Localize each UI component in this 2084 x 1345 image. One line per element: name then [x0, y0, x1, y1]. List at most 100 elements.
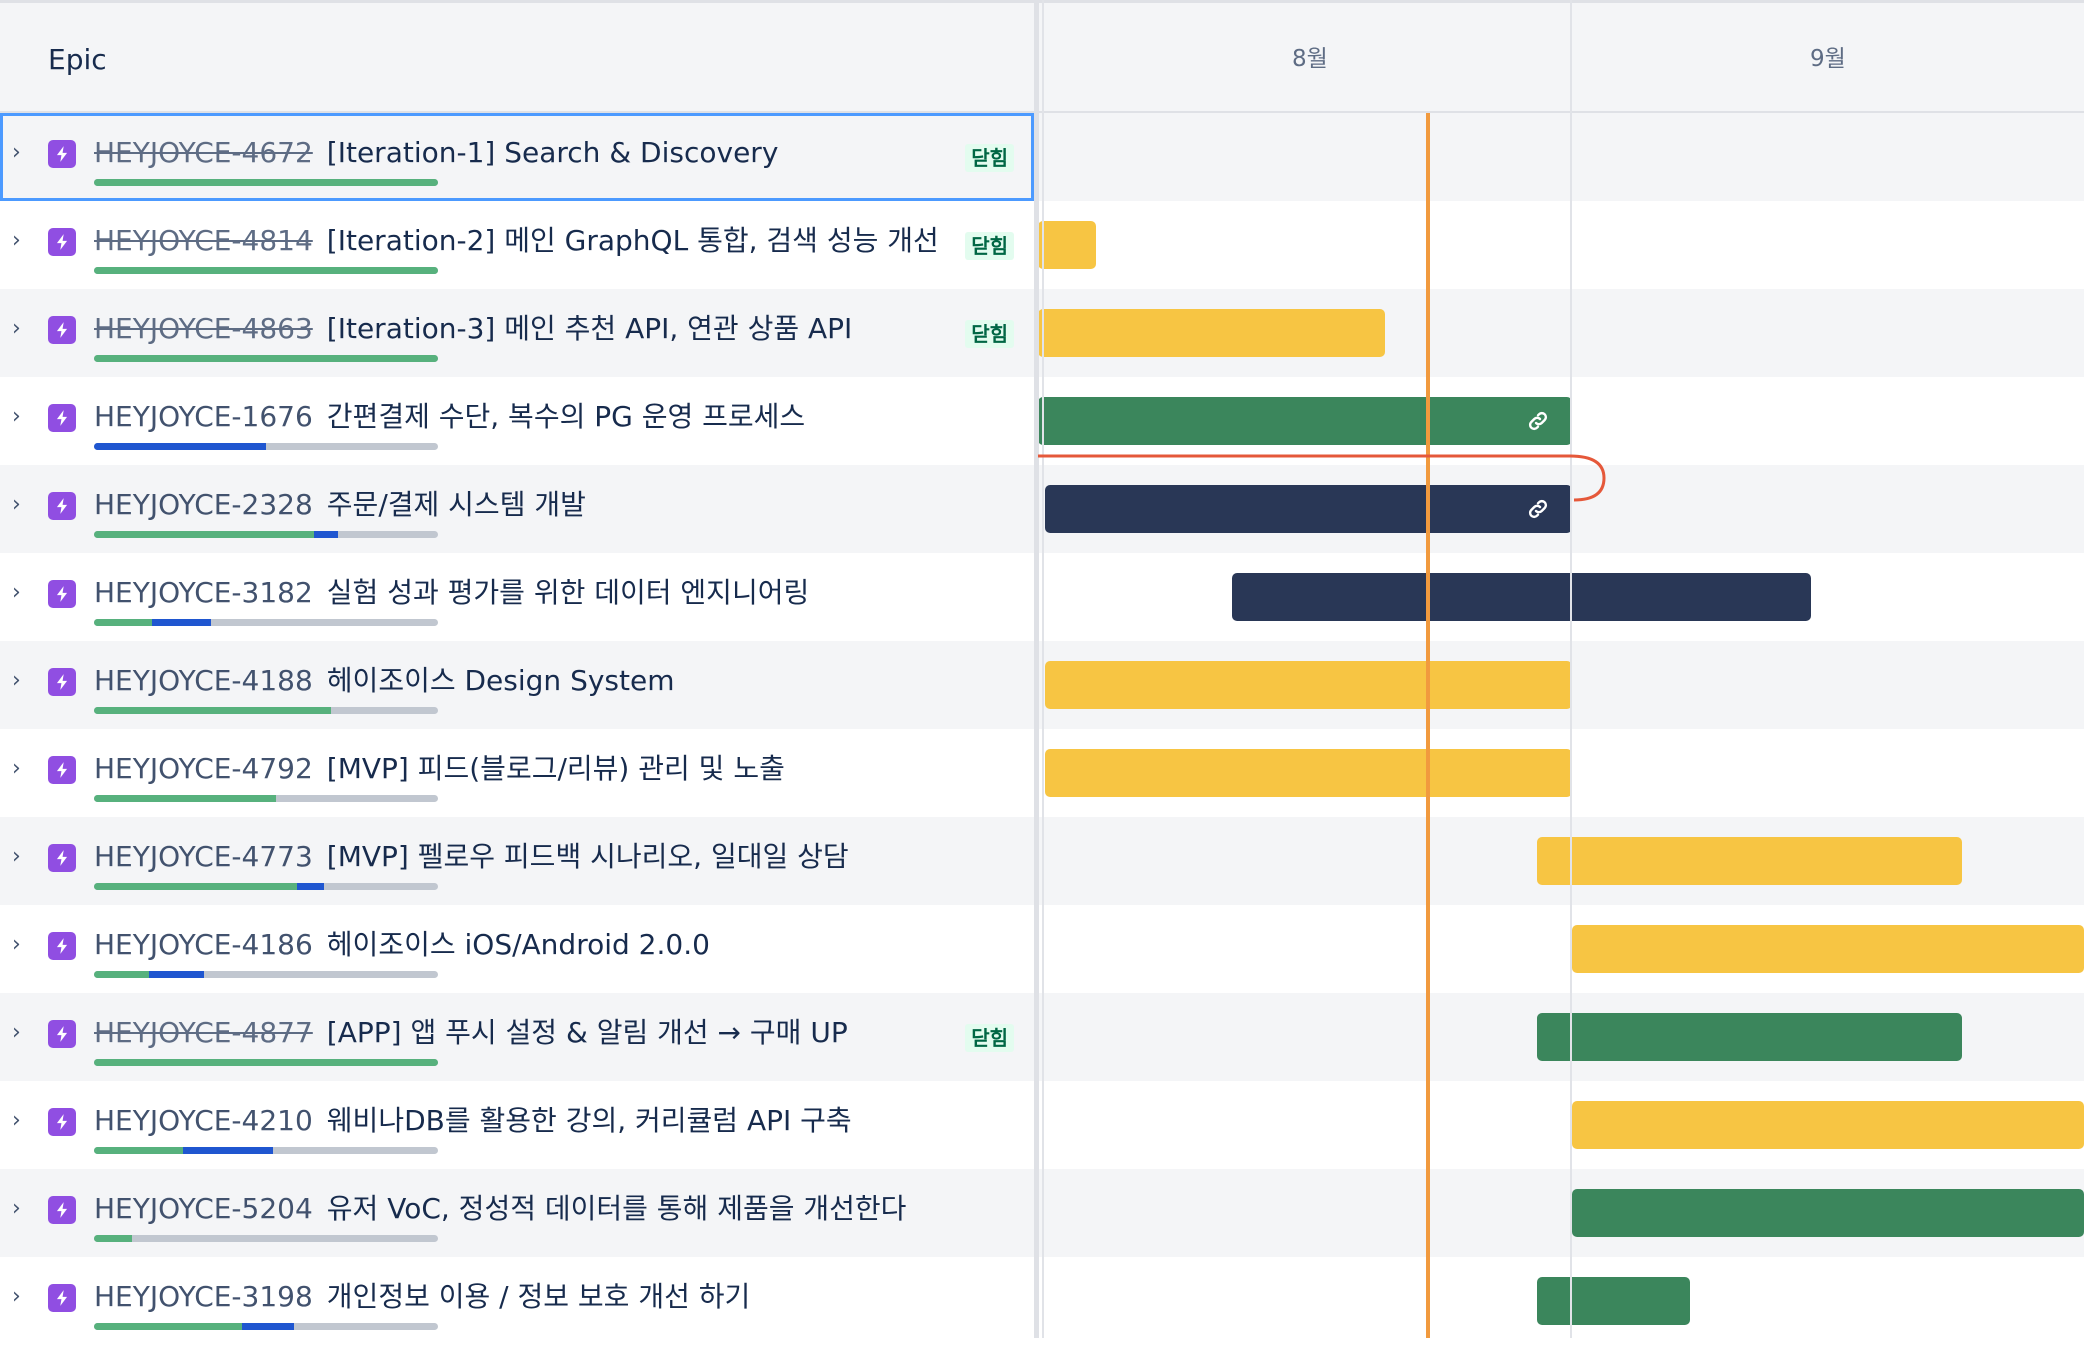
expand-chevron-icon[interactable]: › — [12, 932, 21, 957]
timeline-bar[interactable] — [1537, 1013, 1962, 1061]
expand-chevron-icon[interactable]: › — [12, 1284, 21, 1309]
issue-summary: 개인정보 이용 / 정보 보호 개선 하기 — [326, 1280, 751, 1313]
epic-lightning-icon — [48, 1284, 76, 1312]
timeline-bar[interactable] — [1232, 573, 1811, 621]
issue-key[interactable]: HEYJOYCE-4210 웨비나DB를 활용한 강의, 커리큘럼 API 구축 — [94, 1101, 852, 1141]
progress-done — [94, 1059, 438, 1066]
issue-key-text[interactable]: HEYJOYCE-4188 — [94, 664, 313, 697]
timeline-bar[interactable] — [1572, 925, 2084, 973]
issue-summary: 주문/결제 시스템 개발 — [326, 488, 586, 521]
expand-chevron-icon[interactable]: › — [12, 756, 21, 781]
progress-bar — [94, 795, 438, 802]
progress-in-progress — [94, 443, 266, 450]
epic-row-details[interactable]: › HEYJOYCE-1676 간편결제 수단, 복수의 PG 운영 프로세스 — [0, 377, 1034, 465]
issue-key-text[interactable]: HEYJOYCE-4792 — [94, 752, 313, 785]
progress-done — [94, 619, 153, 626]
issue-key[interactable]: HEYJOYCE-4188 헤이조이스 Design System — [94, 661, 674, 701]
expand-chevron-icon[interactable]: › — [12, 404, 21, 429]
issue-key[interactable]: HEYJOYCE-3182 실험 성과 평가를 위한 데이터 엔지니어링 — [94, 573, 809, 613]
timeline-bar[interactable] — [1038, 221, 1096, 269]
dependency-link-icon[interactable] — [1526, 497, 1550, 521]
issue-summary: 헤이조이스 iOS/Android 2.0.0 — [326, 928, 710, 961]
issue-key[interactable]: HEYJOYCE-4863 [Iteration-3] 메인 추천 API, 연관… — [94, 309, 852, 349]
timeline-bar[interactable] — [1038, 309, 1385, 357]
expand-chevron-icon[interactable]: › — [12, 316, 21, 341]
issue-summary: 유저 VoC, 정성적 데이터를 통해 제품을 개선한다 — [326, 1192, 907, 1225]
timeline-bar[interactable] — [1537, 837, 1962, 885]
epic-lightning-icon — [48, 844, 76, 872]
epic-row-details[interactable]: › HEYJOYCE-3182 실험 성과 평가를 위한 데이터 엔지니어링 — [0, 553, 1034, 641]
progress-bar — [94, 267, 438, 274]
timeline-bar[interactable] — [1038, 397, 1572, 445]
issue-key[interactable]: HEYJOYCE-3198 개인정보 이용 / 정보 보호 개선 하기 — [94, 1277, 750, 1317]
issue-key[interactable]: HEYJOYCE-5204 유저 VoC, 정성적 데이터를 통해 제품을 개선한… — [94, 1189, 906, 1229]
issue-key-text[interactable]: HEYJOYCE-4773 — [94, 840, 313, 873]
epic-row-details[interactable]: › HEYJOYCE-4863 [Iteration-3] 메인 추천 API, 연… — [0, 289, 1034, 377]
epic-row-details[interactable]: › HEYJOYCE-3198 개인정보 이용 / 정보 보호 개선 하기 — [0, 1257, 1034, 1345]
epic-lightning-icon — [48, 404, 76, 432]
month-label-september: 9월 — [1810, 46, 1846, 72]
expand-chevron-icon[interactable]: › — [12, 580, 21, 605]
progress-done — [94, 355, 438, 362]
epic-row-details[interactable]: › HEYJOYCE-4210 웨비나DB를 활용한 강의, 커리큘럼 API 구축 — [0, 1081, 1034, 1169]
progress-bar — [94, 1235, 438, 1242]
issue-key[interactable]: HEYJOYCE-4792 [MVP] 피드(블로그/리뷰) 관리 및 노출 — [94, 749, 785, 789]
expand-chevron-icon[interactable]: › — [12, 668, 21, 693]
epic-row-details[interactable]: › HEYJOYCE-4186 헤이조이스 iOS/Android 2.0.0 — [0, 905, 1034, 993]
epic-row-details[interactable]: › HEYJOYCE-4814 [Iteration-2] 메인 GraphQL 통… — [0, 201, 1034, 289]
issue-key[interactable]: HEYJOYCE-4814 [Iteration-2] 메인 GraphQL 통합… — [94, 221, 939, 261]
progress-bar — [94, 1323, 438, 1330]
issue-key-text[interactable]: HEYJOYCE-2328 — [94, 488, 313, 521]
issue-key[interactable]: HEYJOYCE-2328 주문/결제 시스템 개발 — [94, 485, 586, 525]
panel-resize-handle[interactable] — [1034, 0, 1039, 1338]
issue-key-text[interactable]: HEYJOYCE-1676 — [94, 400, 313, 433]
epic-row-details[interactable]: › HEYJOYCE-4188 헤이조이스 Design System — [0, 641, 1034, 729]
progress-done — [94, 531, 315, 538]
progress-bar — [94, 443, 438, 450]
epic-row-details[interactable]: › HEYJOYCE-2328 주문/결제 시스템 개발 — [0, 465, 1034, 553]
issue-key[interactable]: HEYJOYCE-4773 [MVP] 펠로우 피드백 시나리오, 일대일 상담 — [94, 837, 849, 877]
expand-chevron-icon[interactable]: › — [12, 1020, 21, 1045]
issue-key-text[interactable]: HEYJOYCE-3182 — [94, 576, 313, 609]
status-badge: 닫힘 — [965, 144, 1014, 172]
timeline-bar[interactable] — [1572, 1101, 2084, 1149]
issue-key-text[interactable]: HEYJOYCE-5204 — [94, 1192, 313, 1225]
epic-lightning-icon — [48, 932, 76, 960]
issue-key-text[interactable]: HEYJOYCE-4672 — [94, 136, 313, 169]
timeline-bar[interactable] — [1045, 749, 1572, 797]
expand-chevron-icon[interactable]: › — [12, 1108, 21, 1133]
expand-chevron-icon[interactable]: › — [12, 844, 21, 869]
issue-key-text[interactable]: HEYJOYCE-4877 — [94, 1016, 313, 1049]
epic-row-details[interactable]: › HEYJOYCE-4792 [MVP] 피드(블로그/리뷰) 관리 및 노출 — [0, 729, 1034, 817]
issue-key[interactable]: HEYJOYCE-4672 [Iteration-1] Search & Disc… — [94, 133, 778, 173]
expand-chevron-icon[interactable]: › — [12, 1196, 21, 1221]
issue-key-text[interactable]: HEYJOYCE-4863 — [94, 312, 313, 345]
issue-key-text[interactable]: HEYJOYCE-4186 — [94, 928, 313, 961]
timeline-bar[interactable] — [1572, 1189, 2084, 1237]
dependency-line[interactable] — [1034, 440, 1614, 510]
progress-bar — [94, 971, 438, 978]
progress-in-progress — [314, 531, 339, 538]
expand-chevron-icon[interactable]: › — [12, 228, 21, 253]
timeline-bar[interactable] — [1045, 485, 1572, 533]
issue-key[interactable]: HEYJOYCE-1676 간편결제 수단, 복수의 PG 운영 프로세스 — [94, 397, 805, 437]
timeline-bar[interactable] — [1537, 1277, 1690, 1325]
epic-row-details[interactable]: › HEYJOYCE-4773 [MVP] 펠로우 피드백 시나리오, 일대일 상담 — [0, 817, 1034, 905]
progress-bar — [94, 707, 438, 714]
dependency-link-icon[interactable] — [1526, 409, 1550, 433]
progress-done — [94, 1323, 242, 1330]
epic-row-details[interactable]: › HEYJOYCE-4672 [Iteration-1] Search & Dis… — [0, 113, 1034, 201]
today-marker — [1426, 113, 1430, 1338]
issue-key-text[interactable]: HEYJOYCE-4814 — [94, 224, 313, 257]
issue-key[interactable]: HEYJOYCE-4877 [APP] 앱 푸시 설정 & 알림 개선 → 구매 … — [94, 1013, 848, 1053]
expand-chevron-icon[interactable]: › — [12, 492, 21, 517]
epic-row-details[interactable]: › HEYJOYCE-5204 유저 VoC, 정성적 데이터를 통해 제품을 개선… — [0, 1169, 1034, 1257]
issue-key-text[interactable]: HEYJOYCE-3198 — [94, 1280, 313, 1313]
status-badge: 닫힘 — [965, 232, 1014, 260]
issue-key-text[interactable]: HEYJOYCE-4210 — [94, 1104, 313, 1137]
expand-chevron-icon[interactable]: › — [12, 140, 21, 165]
progress-bar — [94, 1059, 438, 1066]
epic-row-details[interactable]: › HEYJOYCE-4877 [APP] 앱 푸시 설정 & 알림 개선 → 구매… — [0, 993, 1034, 1081]
issue-key[interactable]: HEYJOYCE-4186 헤이조이스 iOS/Android 2.0.0 — [94, 925, 710, 965]
timeline-bar[interactable] — [1045, 661, 1572, 709]
